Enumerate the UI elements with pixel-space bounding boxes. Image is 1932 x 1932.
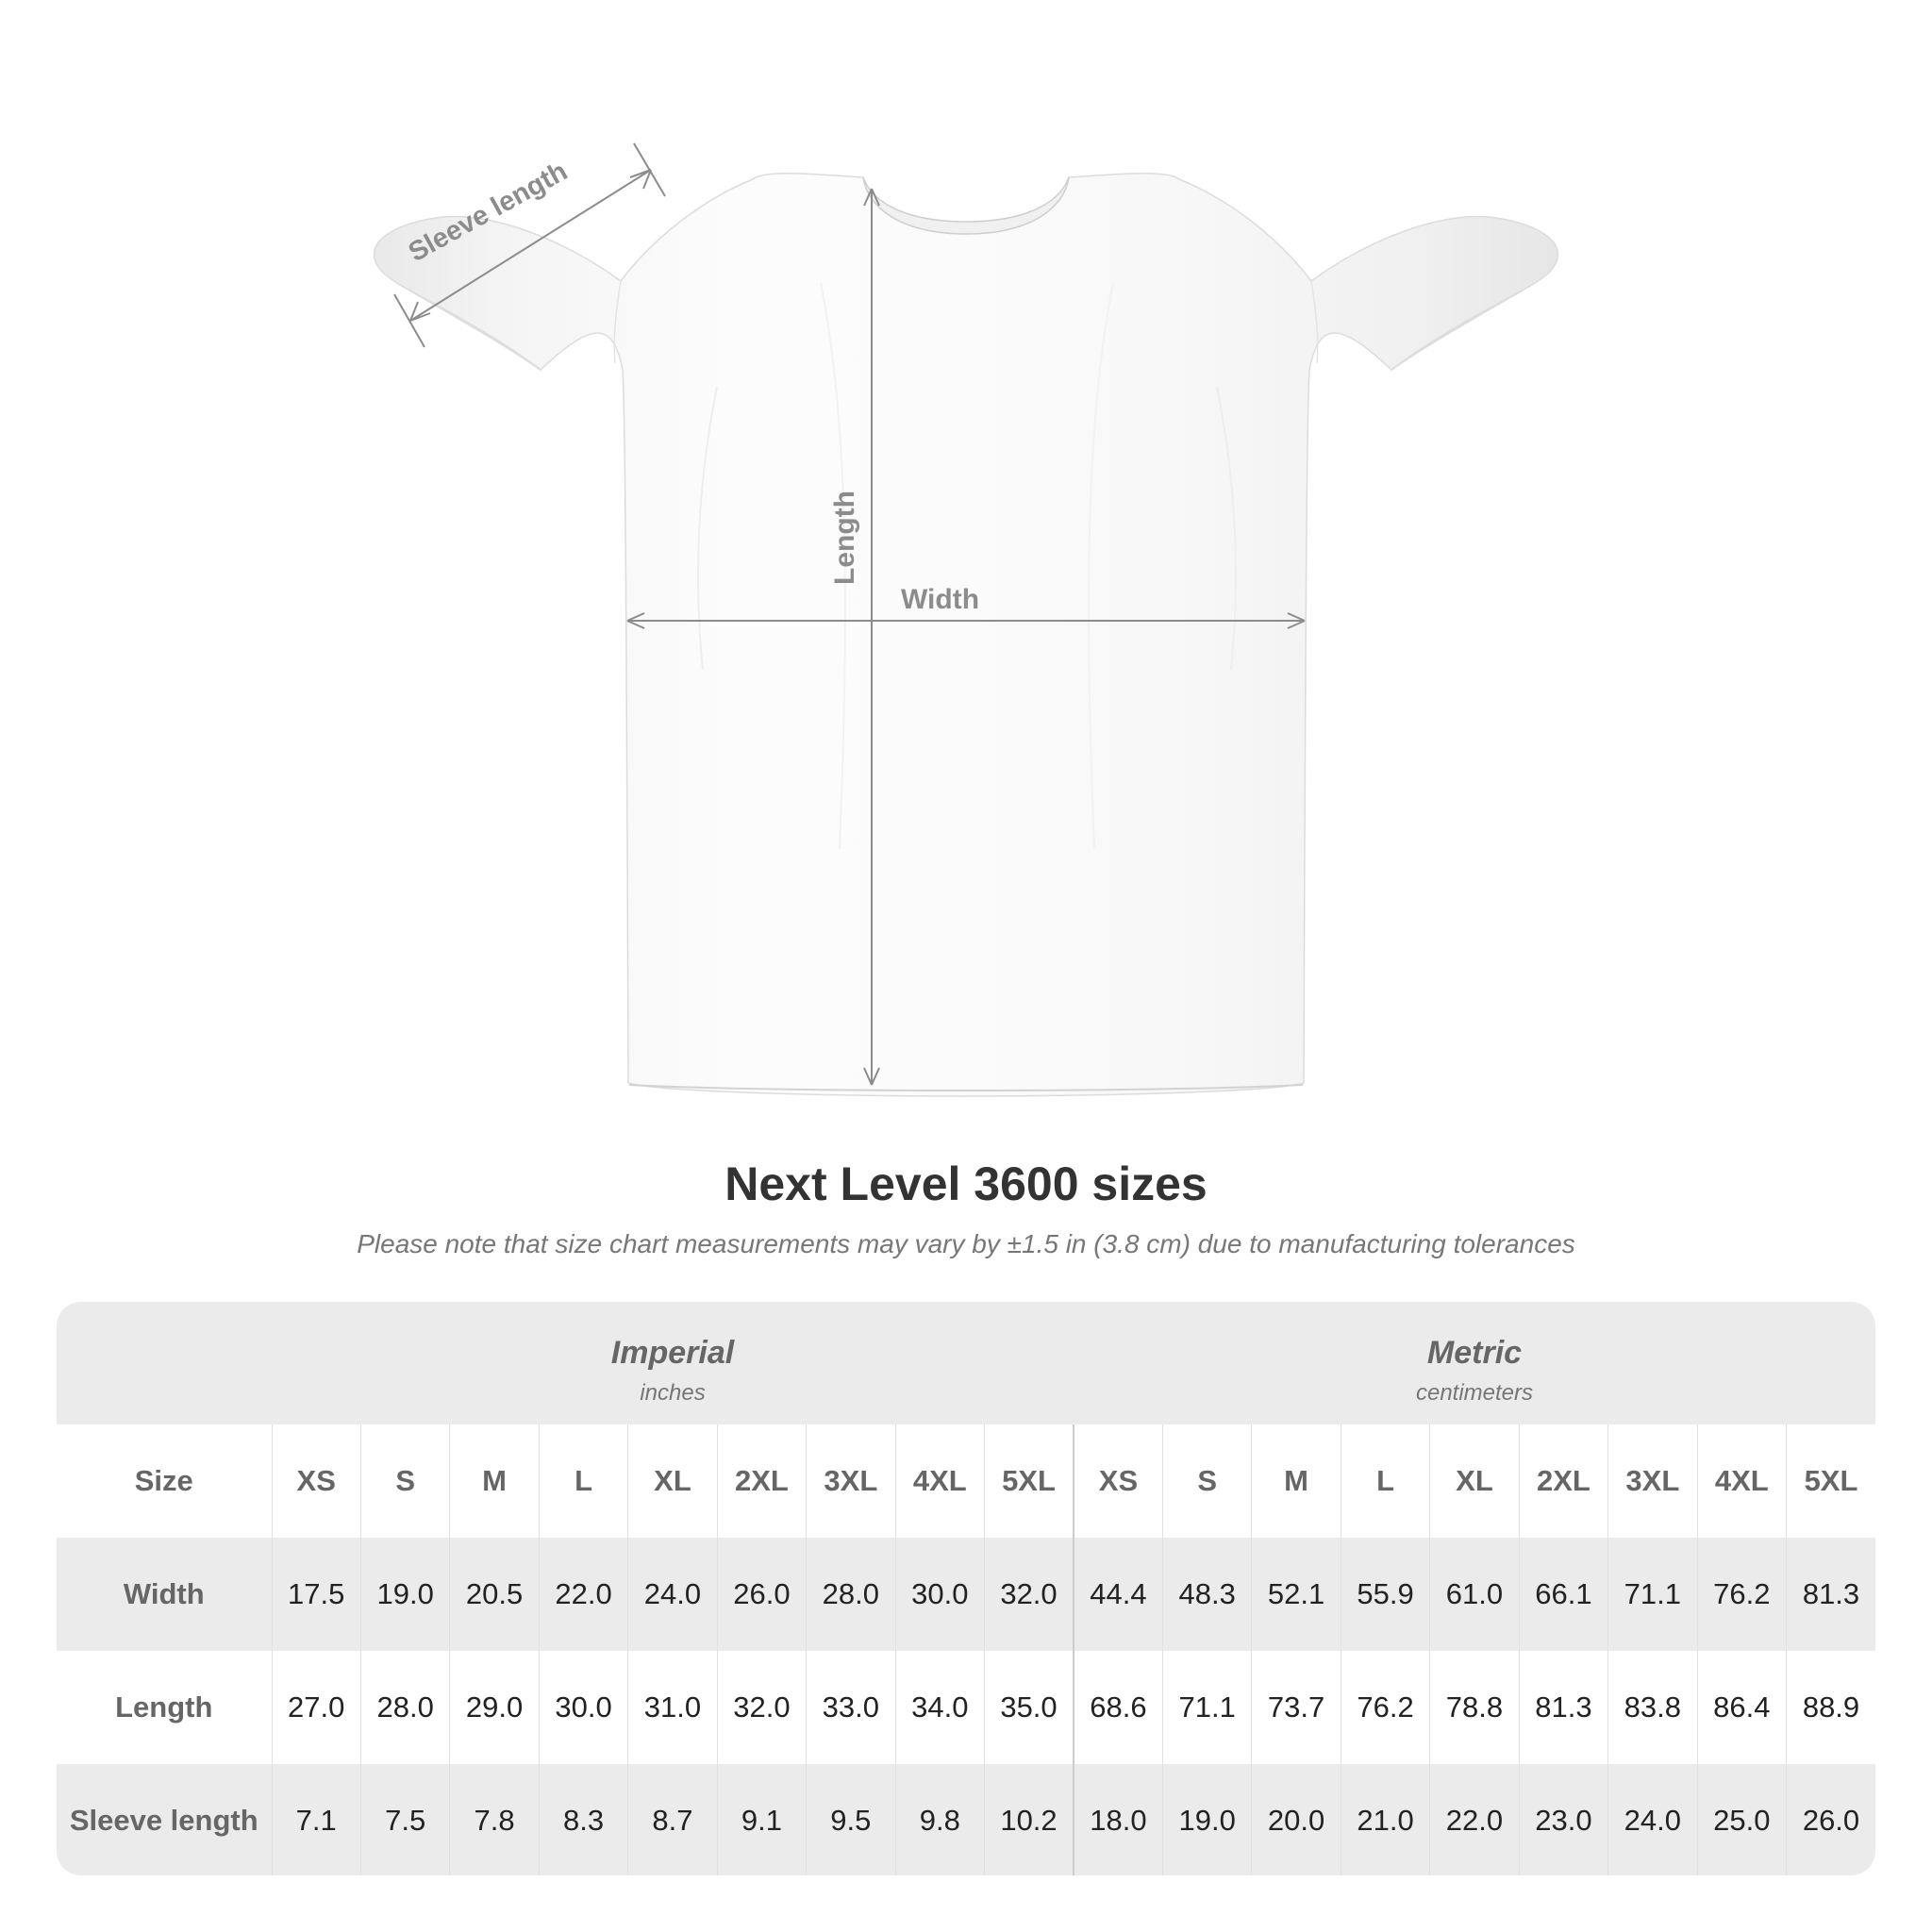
svg-text:Length: Length	[829, 491, 860, 585]
svg-text:Width: Width	[901, 584, 979, 615]
